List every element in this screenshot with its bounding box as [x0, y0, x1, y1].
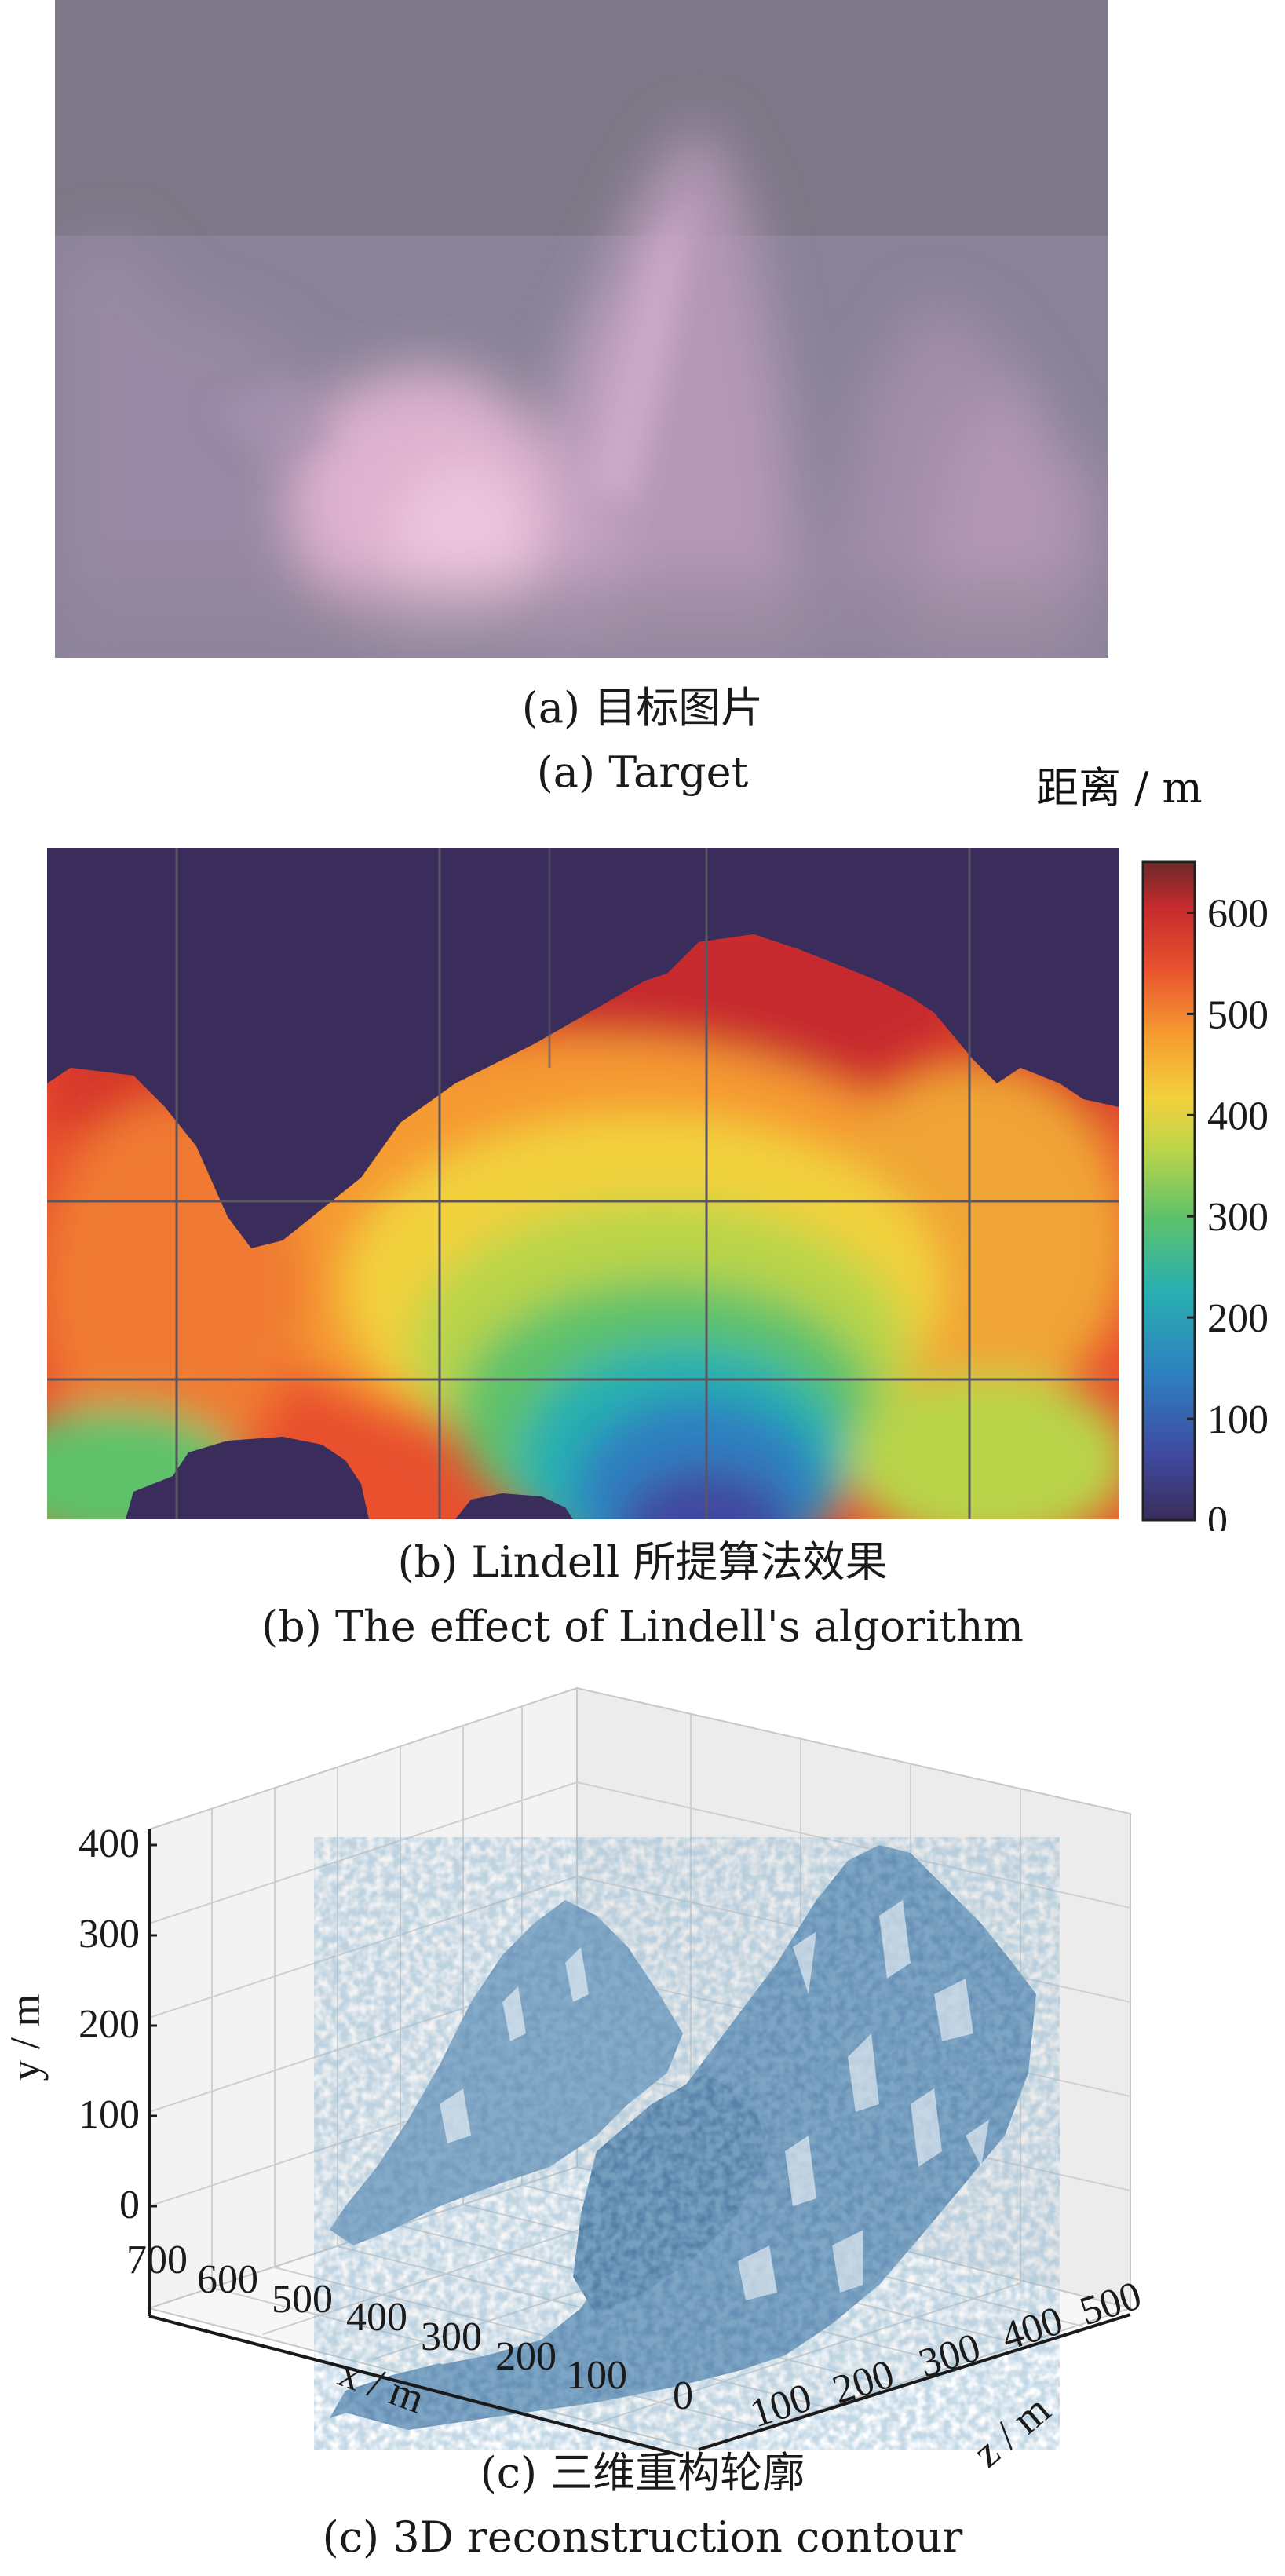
x-tick-label: 200 — [495, 2334, 557, 2379]
x-tick-label: 700 — [126, 2238, 188, 2282]
panel-b-caption-zh: (b) Lindell 所提算法效果 — [397, 1537, 888, 1587]
colorbar-tick-label: 400 — [1207, 1094, 1269, 1138]
panel-c-caption-zh: (c) 三维重构轮廓 — [480, 2448, 805, 2497]
y-tick-label: 100 — [78, 2092, 140, 2137]
x-tick-label: 100 — [566, 2353, 627, 2398]
colorbar-tick-label: 0 — [1207, 1499, 1228, 1531]
y-axis-label: y / m — [2, 1993, 49, 2081]
colorbar-gradient — [1141, 860, 1196, 1522]
axis-lines — [148, 1829, 1131, 2457]
y-tick-label: 0 — [119, 2183, 140, 2227]
x-tick-label: 300 — [421, 2315, 482, 2359]
colorbar-tick-label: 100 — [1207, 1398, 1269, 1442]
x-tick-label: 600 — [197, 2257, 258, 2302]
y-tick-label: 200 — [78, 2002, 140, 2047]
x-tick-label: 500 — [272, 2277, 333, 2322]
panel-a-caption-zh: (a) 目标图片 — [521, 683, 764, 733]
colorbar-tick-label: 500 — [1207, 992, 1269, 1037]
point-cloud — [314, 1837, 1060, 2450]
depth-map-image — [47, 848, 1119, 1519]
target-image — [55, 0, 1108, 658]
colorbar-tick-label: 300 — [1207, 1195, 1269, 1240]
axis-tick-marks — [149, 1843, 157, 2208]
panel-a-caption-en: (a) Target — [536, 747, 749, 797]
panel-c-caption-en: (c) 3D reconstruction contour — [322, 2512, 963, 2562]
colorbar: 0 100 200 300 400 500 600 — [1141, 860, 1269, 1531]
x-tick-label: 400 — [346, 2295, 407, 2340]
x-tick-label: 0 — [673, 2373, 693, 2418]
y-tick-label: 300 — [78, 1912, 140, 1957]
colorbar-tick-label: 600 — [1207, 891, 1269, 936]
colorbar-label: 距离 / m — [1036, 763, 1203, 813]
y-tick-label: 400 — [78, 1821, 140, 1866]
colorbar-tick-label: 200 — [1207, 1296, 1269, 1341]
panel-b-caption-en: (b) The effect of Lindell's algorithm — [261, 1602, 1024, 1651]
